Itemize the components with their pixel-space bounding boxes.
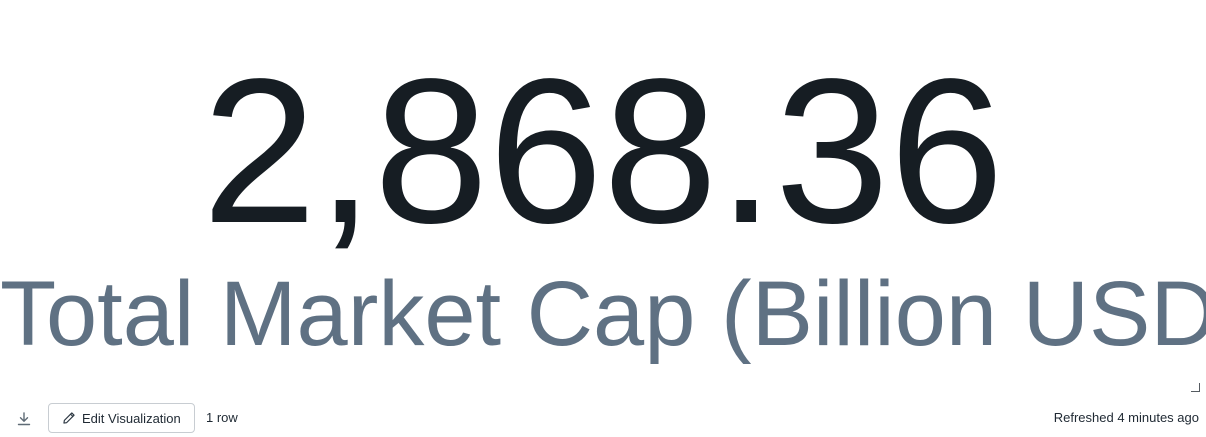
row-count: 1 row [206, 410, 238, 425]
widget-footer: Edit Visualization 1 row Refreshed 4 min… [0, 403, 1206, 435]
edit-visualization-label: Edit Visualization [82, 410, 181, 426]
download-icon [17, 412, 31, 426]
pencil-icon [61, 410, 77, 426]
counter-value: 2,868.36 [202, 36, 1004, 266]
counter-label: Total Market Cap (Billion USD) [0, 263, 1206, 365]
download-button[interactable] [14, 409, 34, 429]
edit-visualization-button[interactable]: Edit Visualization [48, 403, 195, 433]
refreshed-status: Refreshed 4 minutes ago [1053, 410, 1199, 425]
resize-handle[interactable] [1191, 383, 1200, 392]
